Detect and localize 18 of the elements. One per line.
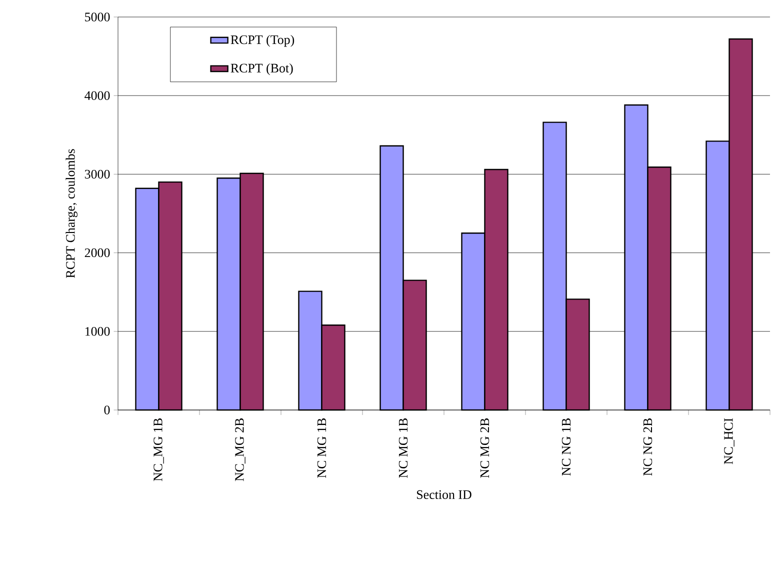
x-tick-label: NC NG 2B [643, 418, 652, 476]
x-tick-label: NC MG 1B [317, 418, 326, 478]
x-axis-title: Section ID [416, 490, 472, 499]
y-tick-label: 2000 [84, 248, 110, 258]
y-tick-label: 0 [104, 406, 110, 414]
x-tick-label: NC NG 1B [562, 418, 571, 476]
x-tick-label: NC MG 1B [398, 418, 408, 478]
y-tick-label: 3000 [84, 170, 110, 179]
y-tick-label: 1000 [85, 327, 110, 336]
x-tick-label: NC_HCI [724, 418, 734, 464]
legend-label: RCPT (Top) [230, 34, 294, 47]
legend-label: RCPT (Bot) [230, 63, 293, 76]
x-tick-label: NC_MG 2B [235, 418, 246, 482]
y-tick-label: 4000 [84, 91, 110, 100]
y-axis-title: RCPT Charge, coulombs [66, 149, 78, 278]
x-tick-label: NC_MG 1B [154, 418, 164, 482]
x-tick-label: NC MG 2B [480, 418, 490, 478]
y-tick-label: 5000 [85, 12, 110, 22]
